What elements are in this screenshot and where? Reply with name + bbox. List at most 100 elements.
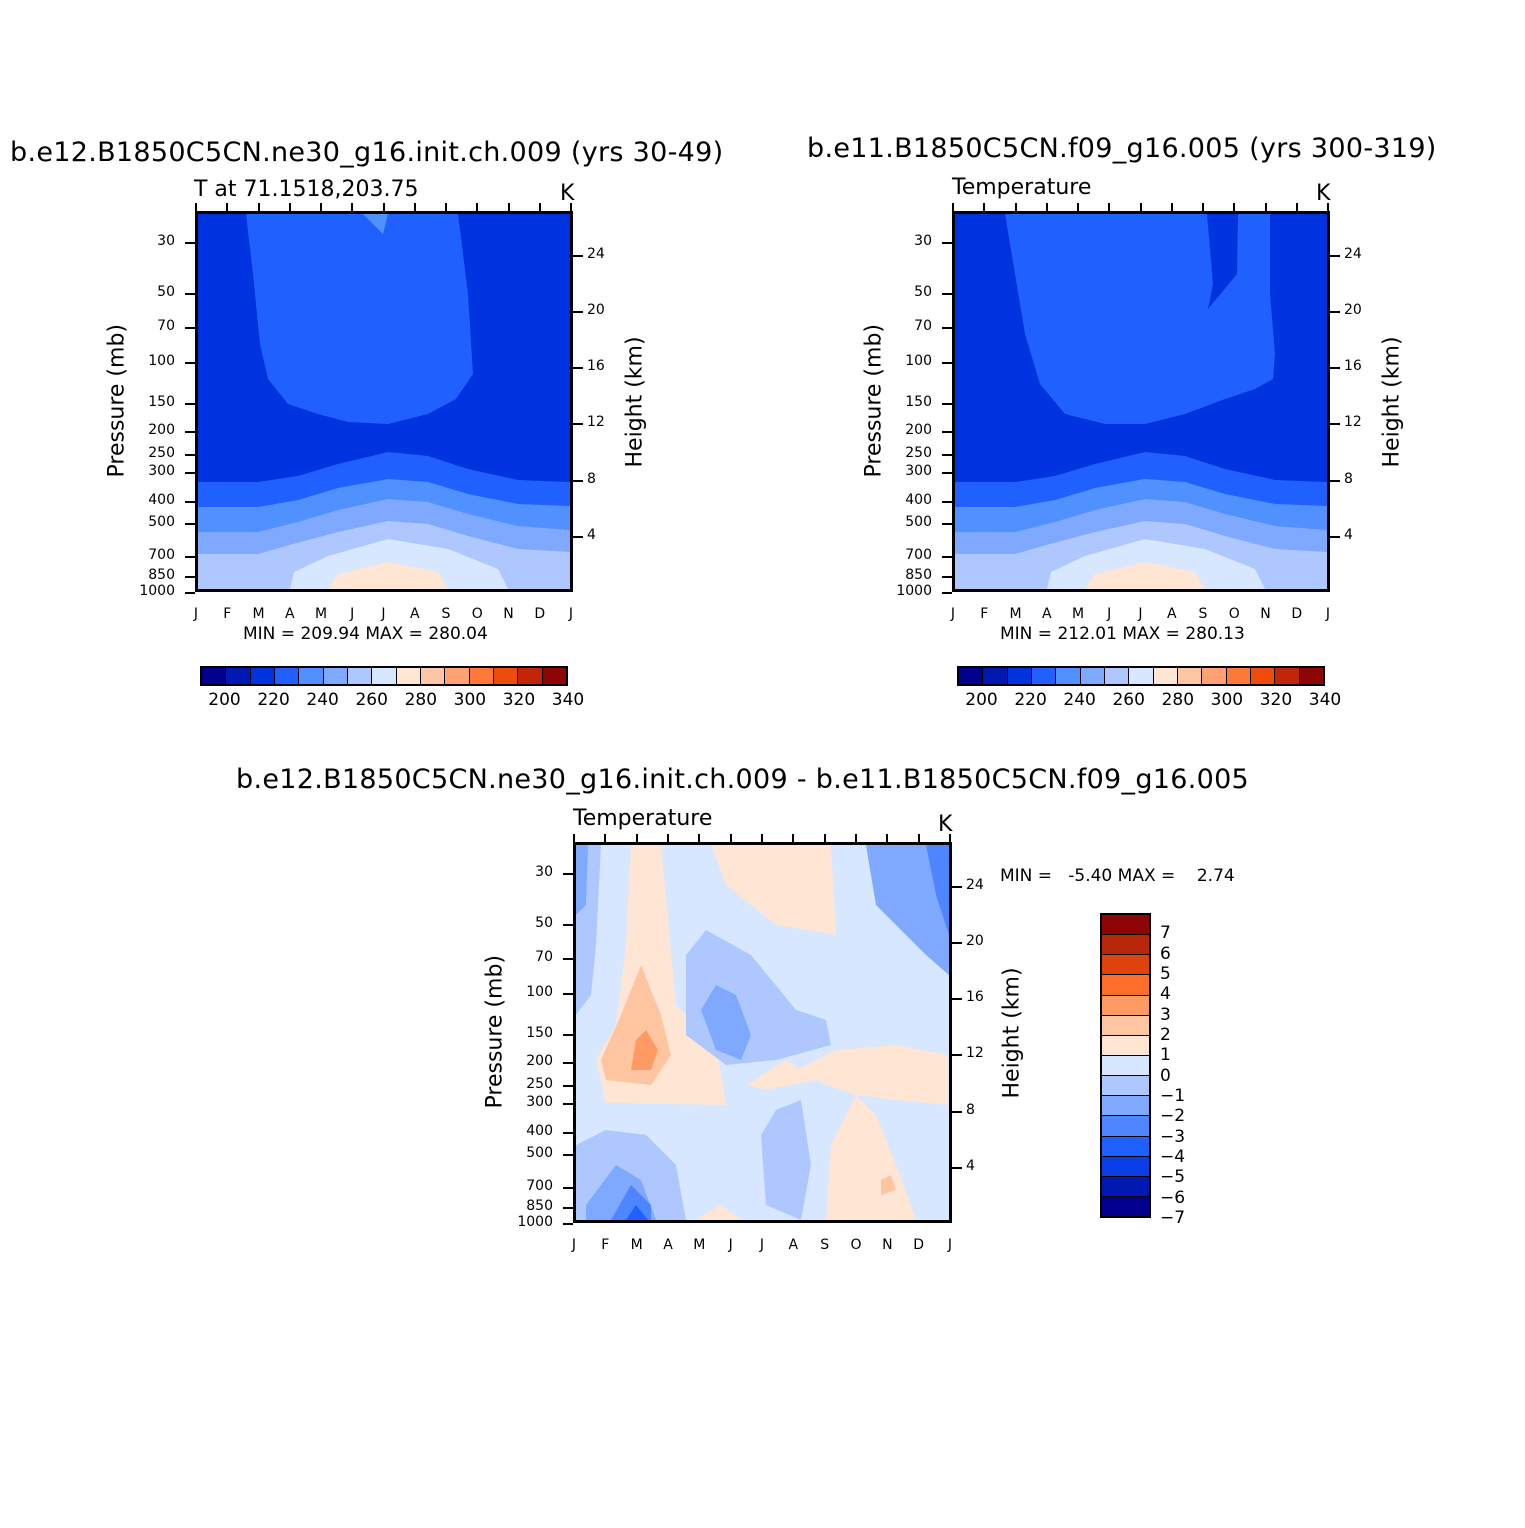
- x-tick-label: S: [441, 606, 451, 622]
- y2-tick-mark: [952, 1054, 962, 1057]
- y-tick-label: 150: [148, 393, 175, 410]
- y-tick-label: 70: [914, 317, 932, 334]
- panel-2-minmax: MIN = 212.01 MAX = 280.13: [1000, 624, 1245, 644]
- colorbar-cell: [959, 668, 984, 684]
- y-tick-label: 30: [157, 232, 175, 249]
- y-tick-mark: [942, 402, 952, 405]
- y-tick-label: 200: [905, 422, 932, 439]
- colorbar-label: −4: [1160, 1147, 1186, 1167]
- panel-3-title: b.e12.B1850C5CN.ne30_g16.init.ch.009 - b…: [236, 764, 1250, 795]
- panel-1-colorbar: [200, 666, 568, 686]
- y2-tick-label: 8: [966, 1101, 975, 1118]
- y2-tick-label: 24: [587, 245, 605, 262]
- y2-tick-label: 20: [1344, 301, 1362, 318]
- y2-tick-mark: [1330, 479, 1340, 482]
- y-tick-label: 500: [526, 1144, 553, 1161]
- colorbar-label: −3: [1160, 1126, 1186, 1147]
- y2-tick-mark: [1330, 367, 1340, 370]
- y2-tick-mark: [573, 479, 583, 482]
- y-tick-label: 200: [526, 1053, 553, 1070]
- colorbar-cell: [1102, 1116, 1149, 1137]
- x-tick-mark-top: [257, 203, 260, 213]
- x-tick-label: O: [850, 1237, 862, 1253]
- colorbar-cell: [1250, 668, 1276, 684]
- x-tick-label: J: [1138, 606, 1143, 622]
- colorbar-label: 7: [1160, 923, 1171, 944]
- colorbar-cell: [518, 668, 543, 684]
- y2-tick-mark: [1330, 310, 1340, 313]
- colorbar-cell: [250, 668, 275, 684]
- x-tick-mark-top: [729, 834, 732, 844]
- contour-fill-warm-mid-1: [746, 1060, 816, 1090]
- contour-fill-cool-right-2: [926, 845, 949, 935]
- y2-tick-label: 20: [587, 301, 605, 318]
- panel-2-left-string: Temperature: [952, 175, 1092, 200]
- x-tick-mark-top: [1045, 203, 1048, 213]
- y-tick-mark: [563, 872, 573, 875]
- y-tick-mark: [942, 522, 952, 525]
- x-tick-mark-top: [1202, 203, 1204, 213]
- x-tick-label: J: [947, 1237, 953, 1253]
- colorbar-label: 320: [502, 690, 536, 710]
- panel-3-contour-plot: [573, 842, 952, 1223]
- y-tick-label: 700: [148, 547, 175, 564]
- colorbar-cell: [396, 668, 421, 684]
- y-tick-label: 30: [535, 863, 553, 880]
- y2-tick-label: 12: [587, 414, 605, 431]
- x-tick-mark-top: [1170, 203, 1173, 213]
- panel-1-title: b.e12.B1850C5CN.ne30_g16.init.ch.009 (yr…: [10, 137, 724, 168]
- y2-tick-mark: [1330, 254, 1340, 257]
- x-tick-mark-top: [573, 834, 575, 844]
- y-tick-mark: [942, 292, 952, 295]
- contour-fill-upper-warm: [246, 214, 473, 424]
- contour-fill-cool-left-2: [576, 845, 588, 915]
- colorbar-cell: [1102, 1015, 1149, 1036]
- colorbar-label: 220: [1014, 690, 1047, 710]
- x-tick-mark-top: [288, 203, 291, 213]
- y-tick-mark: [563, 1153, 573, 1156]
- x-tick-label: A: [1166, 606, 1177, 622]
- x-tick-mark-top: [320, 203, 322, 213]
- colorbar-label: −2: [1160, 1106, 1186, 1127]
- y2-tick-mark: [573, 423, 583, 426]
- colorbar-cell: [469, 668, 494, 684]
- y-tick-mark: [942, 471, 952, 474]
- x-tick-mark-top: [823, 834, 826, 844]
- y-tick-label: 150: [526, 1024, 553, 1041]
- y-tick-label: 300: [905, 462, 932, 479]
- contour-fill-warm-upper: [711, 845, 836, 935]
- colorbar-label: −1: [1160, 1086, 1186, 1106]
- y-tick-label: 50: [157, 283, 175, 300]
- colorbar-cell: [420, 668, 446, 684]
- colorbar-label: 260: [1112, 690, 1145, 710]
- y-tick-mark: [942, 556, 952, 559]
- x-tick-label: J: [1107, 606, 1112, 622]
- y2-tick-label: 8: [587, 470, 596, 487]
- x-tick-mark-top: [445, 203, 447, 213]
- y2-tick-label: 16: [1344, 358, 1362, 375]
- x-tick-label: J: [571, 1237, 577, 1253]
- y2-tick-mark: [952, 998, 962, 1001]
- x-tick-mark-top: [635, 834, 638, 844]
- y-tick-mark: [942, 362, 952, 365]
- y-tick-mark: [185, 292, 195, 295]
- x-tick-label: J: [950, 606, 956, 622]
- colorbar-cell: [347, 668, 373, 684]
- colorbar-cell: [202, 668, 227, 684]
- y-tick-label: 200: [148, 422, 175, 439]
- contour-fill-warm-mid-2: [796, 1045, 948, 1105]
- y-tick-label: 150: [905, 393, 932, 410]
- panel-1-right-string: K: [560, 181, 575, 206]
- y-tick-mark: [185, 592, 195, 594]
- colorbar-cell: [1102, 1176, 1149, 1197]
- colorbar-cell: [1102, 1055, 1149, 1077]
- x-tick-label: M: [252, 606, 265, 622]
- colorbar-cell: [1104, 668, 1130, 684]
- y-tick-label: 500: [905, 513, 932, 530]
- y-tick-mark: [185, 362, 195, 365]
- x-tick-label: J: [759, 1237, 765, 1253]
- colorbar-cell: [1102, 1156, 1149, 1177]
- y-tick-label: 850: [905, 566, 932, 583]
- y2-tick-label: 20: [966, 932, 984, 949]
- y-tick-mark: [563, 923, 573, 926]
